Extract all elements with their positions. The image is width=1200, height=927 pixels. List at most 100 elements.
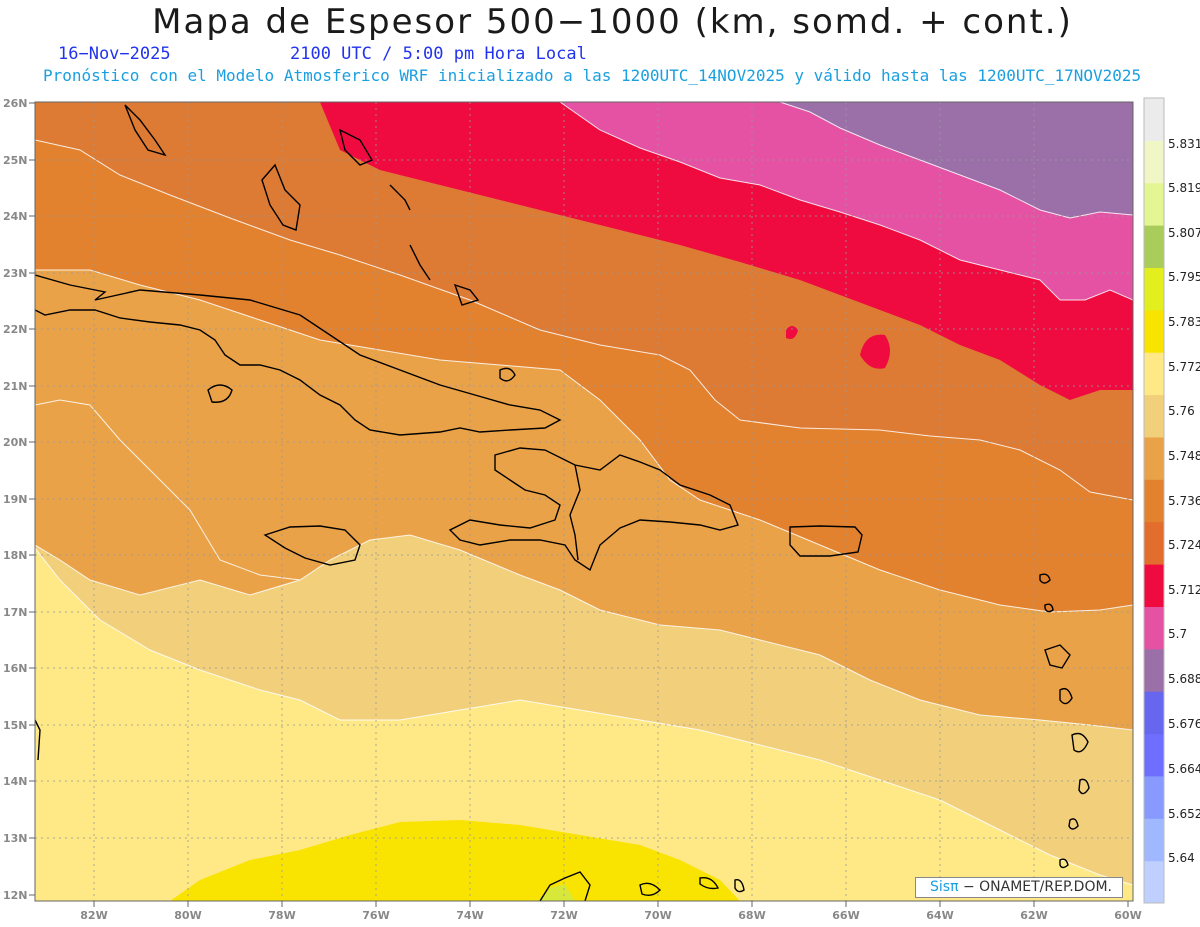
legend-swatch [1144,479,1164,523]
thickness-map [35,102,1133,901]
lat-label: 20N [3,436,28,449]
lat-label: 12N [3,889,28,902]
lat-label: 14N [3,775,28,788]
coastline-antilles [1039,573,1051,584]
legend-swatch [1144,394,1164,438]
legend-level: 5.676 [1168,717,1200,731]
legend-swatch [1144,98,1164,141]
coastline-puerto-rico [789,525,863,557]
coastline-bahamas-longisland [409,244,431,281]
coastline-dominica [1059,687,1073,705]
color-legend [1144,98,1164,904]
coastline-jamaica [263,525,361,566]
legend-level: 5.76 [1168,404,1195,418]
coastline-martinique [1071,732,1089,753]
lon-label: 66W [832,909,859,922]
lon-label: 60W [1114,909,1141,922]
legend-level: 5.772 [1168,360,1200,374]
lon-label: 74W [456,909,483,922]
coastline-central-america [35,719,41,761]
legend-level: 5.688 [1168,672,1200,686]
coastline-isla-juventud [207,384,233,403]
lon-label: 76W [362,909,389,922]
lat-label: 17N [3,606,28,619]
coastline-antilles [1044,603,1054,613]
coastline-curacao [699,877,720,890]
band-5760 [35,548,1133,901]
legend-level: 5.7 [1168,627,1187,641]
legend-level: 5.724 [1168,538,1200,552]
coastline-hispaniola [448,447,739,572]
legend-swatch [1144,860,1164,904]
coastline-venezuela [539,871,591,901]
legend-swatch [1144,436,1164,480]
lat-label: 23N [3,267,28,280]
legend-level: 5.807 [1168,226,1200,240]
lat-label: 15N [3,719,28,732]
lat-label: 18N [3,549,28,562]
legend-swatch [1144,140,1164,184]
coastline-guadeloupe [1044,644,1071,669]
lat-label: 21N [3,380,28,393]
legend-swatch [1144,818,1164,862]
coastline-bahamas-abaco [124,104,167,157]
coastline-haiti-border [569,464,581,561]
lat-label: 19N [3,493,28,506]
lat-label: 13N [3,832,28,845]
legend-level: 5.795 [1168,270,1200,284]
credit-box: Sisπ − ONAMET/REP.DOM. [915,877,1123,898]
lon-label: 82W [80,909,107,922]
coastline-cuba [35,274,562,436]
lat-label: 25N [3,154,28,167]
lat-label: 16N [3,662,28,675]
legend-level: 5.819 [1168,181,1200,195]
coastline-grenada [1059,858,1069,869]
coastline-bahamas-inagua [453,283,480,306]
legend-level: 5.712 [1168,583,1200,597]
coastline-st-vincent [1068,818,1079,830]
band-5700-patch [860,334,890,369]
contour-lines [35,102,1133,886]
legend-swatch [1144,352,1164,396]
legend-level: 5.831 [1168,137,1200,151]
legend-swatch [1144,606,1164,650]
band-5783 [540,884,575,901]
lon-label: 78W [268,909,295,922]
lon-label: 68W [738,909,765,922]
coastline-aruba [639,882,661,897]
band-5676 [780,102,1133,218]
lon-label: 80W [174,909,201,922]
coastline-st-lucia [1078,778,1090,795]
forecast-description: Pronóstico con el Modelo Atmosferico WRF… [43,66,1142,85]
legend-level: 5.652 [1168,807,1200,821]
coastline-turks [499,367,516,382]
latitude-labels: 26N 25N 24N 23N 22N 21N 20N 19N 18N 17N … [3,97,28,902]
legend-swatch [1144,309,1164,353]
legend-labels: 5.64 5.652 5.664 5.676 5.688 5.7 5.712 5… [1168,137,1200,865]
legend-level: 5.748 [1168,449,1200,463]
legend-swatch [1144,691,1164,735]
lat-label: 22N [3,323,28,336]
sispi-logo-text: Sisπ [930,879,959,895]
forecast-date: 16−Nov−2025 [58,44,171,64]
coastline-bonaire [734,879,745,893]
legend-level: 5.664 [1168,762,1200,776]
band-5700-patch [786,326,798,339]
legend-swatch [1144,733,1164,777]
lon-label: 64W [926,909,953,922]
legend-level: 5.783 [1168,315,1200,329]
band-5772 [170,820,740,901]
map-title: Mapa de Espesor 500−1000 (km, somd. + co… [152,2,1073,42]
legend-swatch [1144,267,1164,311]
lon-label: 72W [550,909,577,922]
forecast-time: 2100 UTC / 5:00 pm Hora Local [290,44,587,64]
legend-swatch [1144,225,1164,268]
tick-marks [29,102,1129,907]
legend-swatch [1144,775,1164,819]
legend-level: 5.64 [1168,851,1195,865]
legend-swatch [1144,182,1164,226]
credit-text: − ONAMET/REP.DOM. [958,879,1113,895]
coastline-bahamas-exuma [389,184,411,211]
legend-frame [1143,97,1165,904]
